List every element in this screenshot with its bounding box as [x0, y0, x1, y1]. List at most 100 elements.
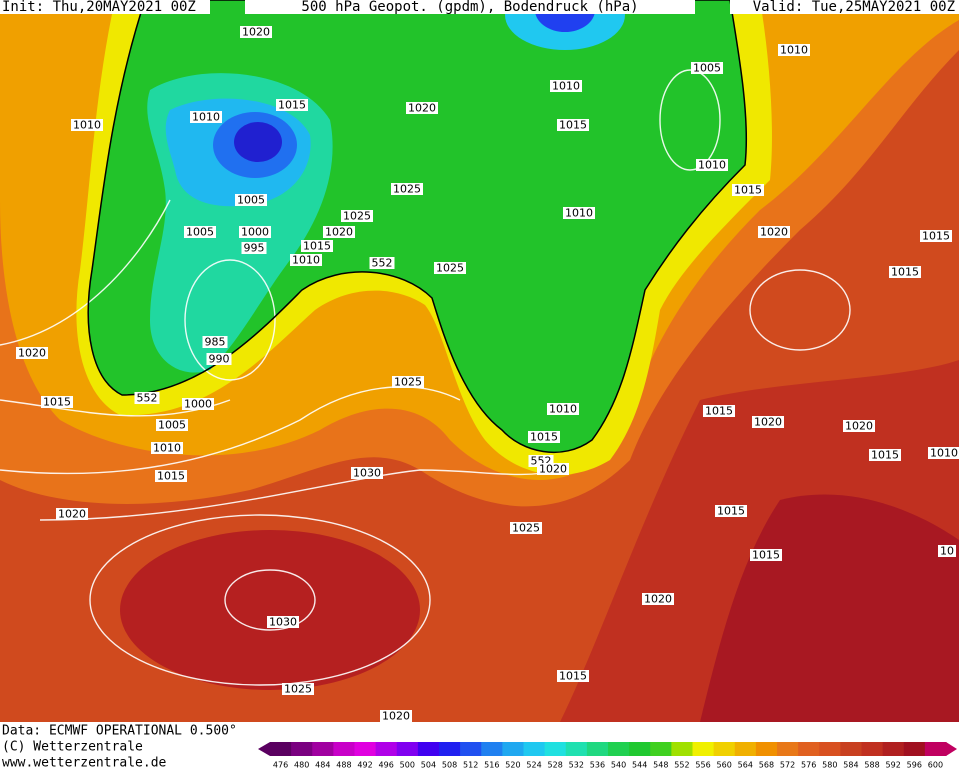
isobar-label: 985 [205, 336, 226, 349]
isobar-label-box [750, 549, 782, 561]
isobar-label-box [155, 470, 187, 482]
isobar-label: 995 [244, 242, 265, 255]
legend-swatch [713, 742, 736, 756]
legend-swatch [502, 742, 524, 756]
isobar-label: 1015 [559, 670, 587, 683]
isobar-label-box [557, 670, 589, 682]
legend-swatch [417, 742, 440, 756]
isobar-label: 1010 [930, 447, 958, 460]
isobar-label: 1020 [408, 102, 436, 115]
isobar-label-box [323, 226, 355, 238]
isobar-label: 1010 [780, 44, 808, 57]
isobar-label-box [71, 119, 103, 131]
valid-time: Valid: Tue,25MAY2021 00Z [753, 0, 955, 15]
isobar-label-box [16, 347, 48, 359]
isobar-label: 1015 [871, 449, 899, 462]
isobar-label: 1000 [184, 398, 212, 411]
isobar-label: 1015 [891, 266, 919, 279]
init-time: Init: Thu,20MAY2021 00Z [2, 0, 196, 15]
isobar-label: 1010 [549, 403, 577, 416]
isobar-label: 1030 [353, 467, 381, 480]
legend-label: 552 [674, 761, 689, 770]
isobar-label-box [241, 242, 267, 254]
legend-label: 500 [400, 761, 415, 770]
legend-swatch [777, 742, 799, 756]
isobar-label: 1020 [754, 416, 782, 429]
isobar-label-box [380, 710, 412, 722]
isobar-label-box [151, 442, 183, 454]
isobar-label: 990 [209, 353, 230, 366]
legend-swatch [882, 742, 905, 756]
header-box [730, 0, 959, 14]
isobar-label: 1020 [644, 593, 672, 606]
legend-label: 532 [569, 761, 584, 770]
isobar-label-box [182, 398, 214, 410]
legend-swatch [396, 742, 419, 756]
isobar-label-box [778, 44, 810, 56]
legend-label: 544 [632, 761, 647, 770]
isobar-label-box [190, 111, 222, 123]
legend-swatch [439, 742, 461, 756]
legend-label: 480 [294, 761, 309, 770]
legend-label: 556 [695, 761, 710, 770]
isobar-label-box [547, 403, 579, 415]
legend-swatch [840, 742, 862, 756]
isobar-label-box [406, 102, 438, 114]
isobar-label: 1010 [552, 80, 580, 93]
isobar-ring [89, 514, 431, 686]
legend-swatch [523, 742, 546, 756]
isobar-label-box [41, 396, 73, 408]
isobar-label-box [563, 207, 595, 219]
legend-label: 580 [822, 761, 837, 770]
isobar-label: 1020 [539, 463, 567, 476]
isobar-label: 1010 [73, 119, 101, 132]
legend-label: 520 [505, 761, 520, 770]
legend-label: 516 [484, 761, 499, 770]
isobar-label: 1020 [18, 347, 46, 360]
isobar-label: 1015 [559, 119, 587, 132]
isobar-label-box [235, 194, 267, 206]
legend-swatch [375, 742, 398, 756]
isobar-label-box [732, 184, 764, 196]
legend-label: 576 [801, 761, 816, 770]
isobar-label-box [889, 266, 921, 278]
legend-swatch [671, 742, 693, 756]
isobar-label: 1005 [186, 226, 214, 239]
legend-label: 592 [886, 761, 901, 770]
map-title: 500 hPa Geopot. (gpdm), Bodendruck (hPa) [301, 0, 638, 15]
website: www.wetterzentrale.de [2, 756, 167, 770]
isobar-label-box [134, 392, 160, 404]
isobar-label: 1020 [242, 26, 270, 39]
legend-swatch [755, 742, 778, 756]
legend-label: 508 [442, 761, 457, 770]
legend-swatch [460, 742, 482, 756]
isobar-label-box [391, 183, 423, 195]
isobar-label: 1010 [565, 207, 593, 220]
isobar-label-box [392, 376, 424, 388]
isobar-label-box [369, 257, 395, 269]
isobar-label-box [752, 416, 784, 428]
isobar-ring [184, 259, 276, 381]
legend-swatch [354, 742, 377, 756]
color-legend: 476 480 484 488 492 496 500 504 508 512 516 520 524 5… [258, 742, 957, 770]
isobar-label: 552 [372, 257, 393, 270]
legend-label: 600 [928, 761, 943, 770]
isobar-lines [0, 199, 561, 521]
copyright: (C) Wetterzentrale [2, 740, 143, 755]
isobar-label: 1020 [760, 226, 788, 239]
legend-label: 496 [379, 761, 394, 770]
isobar-label-box [928, 447, 959, 459]
legend-swatch [565, 742, 588, 756]
header-box [0, 0, 210, 14]
isobar-label: 1010 [698, 159, 726, 172]
legend-arrow-right [946, 742, 957, 756]
legend-label: 572 [780, 761, 795, 770]
isobar-label-box [758, 226, 790, 238]
isobar-label: 1015 [278, 99, 306, 112]
isobar-label: 1015 [922, 230, 950, 243]
legend-swatch [608, 742, 630, 756]
legend-label: 512 [463, 761, 478, 770]
isobar-labels: 1020 1010 1005 1010 1015 1010 1020 1015 1010 1010… [16, 26, 959, 723]
isobar-label-box [240, 26, 272, 38]
isobar-label-box [239, 226, 271, 238]
